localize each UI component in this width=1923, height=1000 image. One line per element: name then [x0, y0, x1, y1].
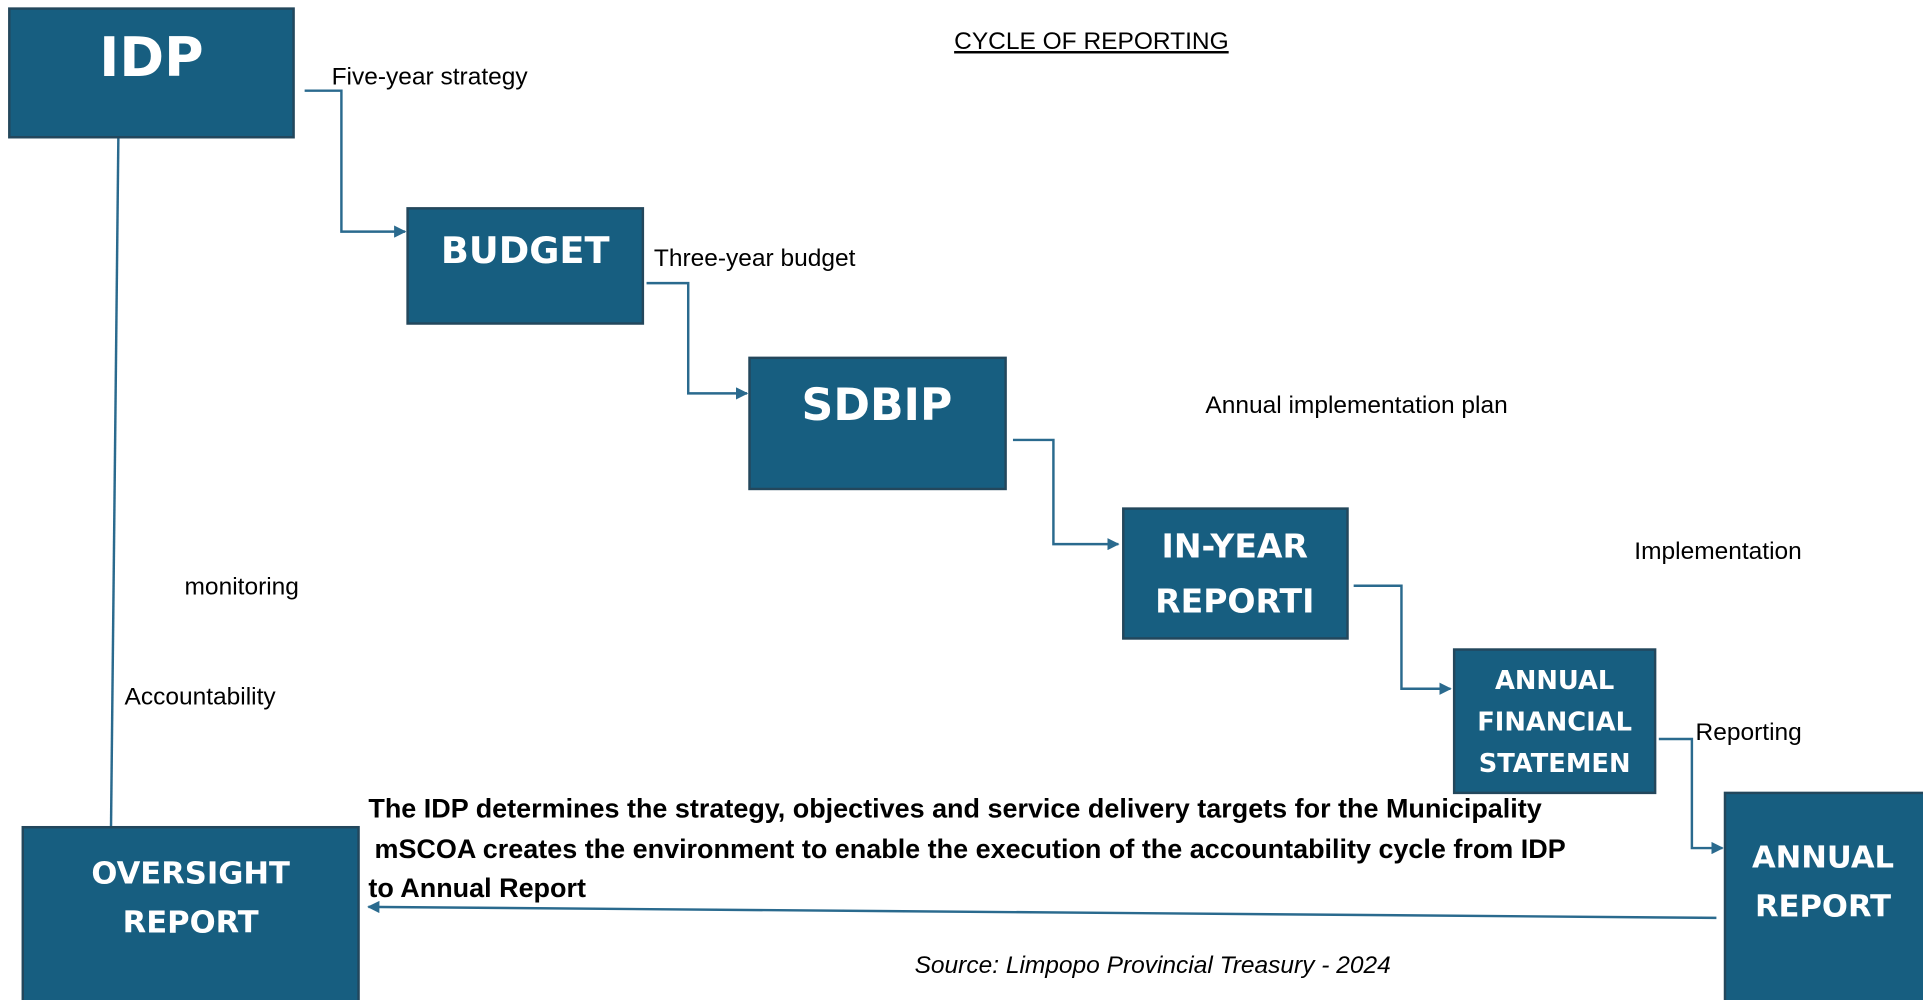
edge-label: Implementation [1634, 538, 1802, 565]
node-label: ANNUAL [1495, 666, 1614, 696]
node: IN-YEAR REPORTI [1122, 507, 1349, 640]
node-label: REPORTI [1155, 581, 1314, 620]
node: SDBIP [748, 356, 1007, 491]
note: to Annual Report [368, 873, 586, 903]
edge-label: Five-year strategy [332, 64, 529, 91]
node-label: BUDGET [441, 229, 610, 272]
node-label: REPORT [1755, 890, 1891, 925]
connector [1012, 438, 1120, 551]
connector [304, 89, 407, 238]
connector [109, 137, 120, 828]
node: IDP [8, 7, 295, 139]
node-label: IN-YEAR [1162, 526, 1308, 565]
node-label: FINANCIAL [1477, 708, 1632, 738]
node-label: OVERSIGHT [91, 857, 290, 892]
edge-label: Annual implementation plan [1205, 392, 1507, 419]
node-label: IDP [99, 26, 203, 89]
connector [1353, 584, 1452, 695]
source: Source: Limpopo Provincial Treasury - 20… [915, 952, 1391, 979]
node-label: SDBIP [802, 380, 953, 431]
edge-label: monitoring [185, 573, 299, 600]
note: mSCOA creates the environment to enable … [374, 834, 1565, 864]
edge-label: Accountability [124, 684, 276, 711]
node: OVERSIGHT REPORT [21, 825, 360, 1000]
node-label: REPORT [123, 906, 259, 941]
edge-label: Reporting [1696, 719, 1802, 746]
edge-label: Three-year budget [654, 245, 856, 272]
connector [1658, 737, 1724, 855]
node-label: STATEMEN [1479, 749, 1631, 779]
connector [646, 281, 749, 400]
note: The IDP determines the strategy, objecti… [368, 793, 1541, 823]
title: CYCLE OF REPORTING [954, 28, 1229, 55]
node-label: ANNUAL [1752, 841, 1894, 876]
connector [367, 900, 1717, 920]
node: BUDGET [406, 207, 645, 325]
node: ANNUAL REPORT [1723, 791, 1923, 1000]
node: ANNUAL FINANCIAL STATEMEN [1452, 648, 1657, 795]
